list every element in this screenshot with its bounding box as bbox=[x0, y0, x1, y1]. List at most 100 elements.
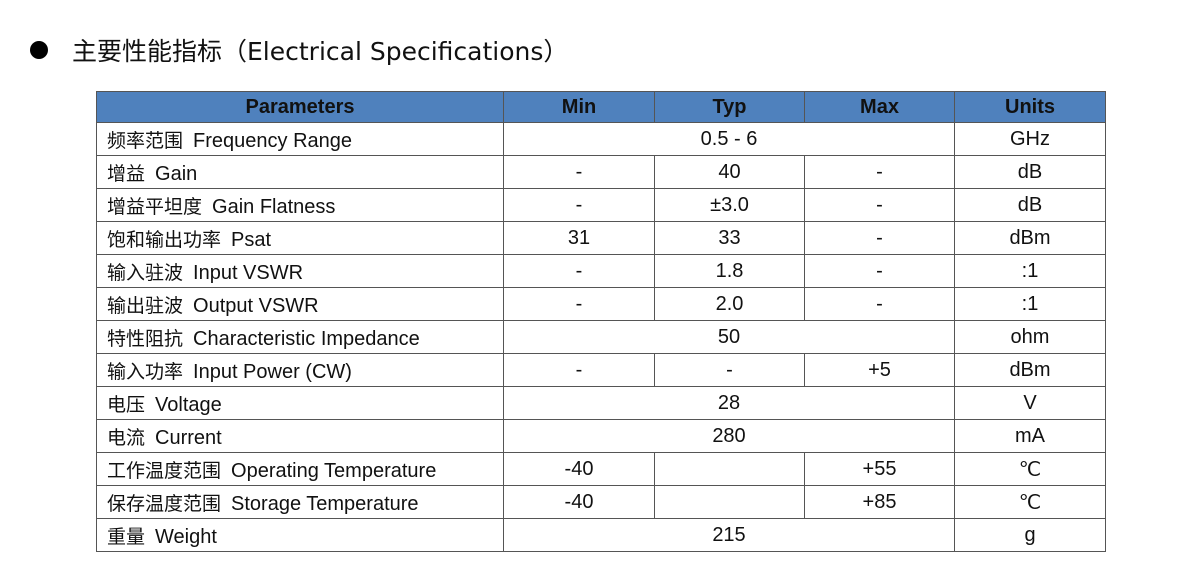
value-cell bbox=[654, 452, 805, 486]
value-cell: -40 bbox=[503, 452, 655, 486]
parameter-en: Characteristic Impedance bbox=[193, 327, 420, 350]
value-cell: 50 bbox=[503, 320, 955, 354]
value-cell: +55 bbox=[804, 452, 955, 486]
value-cell: -40 bbox=[503, 485, 655, 519]
parameter-en: Input VSWR bbox=[193, 261, 304, 284]
parameter-cn: 电流 bbox=[107, 426, 146, 449]
table-row: 电流 Current 280 mA bbox=[96, 419, 1106, 453]
parameter-cn: 保存温度范围 bbox=[107, 492, 222, 515]
value-cell: - bbox=[654, 353, 805, 387]
parameter-en: Frequency Range bbox=[193, 129, 352, 152]
column-header: Units bbox=[954, 91, 1106, 123]
parameter-cn: 增益平坦度 bbox=[107, 195, 203, 218]
value-cell: - bbox=[804, 254, 955, 288]
parameter-cn: 增益 bbox=[107, 162, 146, 185]
table-row: 增益 Gain -40- dB bbox=[96, 155, 1106, 189]
parameter-en: Storage Temperature bbox=[231, 492, 419, 515]
value-cell: - bbox=[804, 188, 955, 222]
table-row: 电压 Voltage 28 V bbox=[96, 386, 1106, 420]
parameter-cn: 特性阻抗 bbox=[107, 327, 184, 350]
units-cell: dBm bbox=[954, 353, 1106, 387]
parameter-cell: 工作温度范围 Operating Temperature bbox=[96, 452, 504, 486]
units-cell: dB bbox=[954, 155, 1106, 189]
units-cell: GHz bbox=[954, 122, 1106, 156]
table-row: 输入功率 Input Power (CW) - - +5 dBm bbox=[96, 353, 1106, 387]
header-row: Parameters Min Typ Max Units bbox=[96, 91, 1106, 123]
parameter-cn: 重量 bbox=[107, 525, 146, 548]
parameter-cell: 增益 Gain bbox=[96, 155, 504, 189]
parameter-cell: 输入功率 Input Power (CW) bbox=[96, 353, 504, 387]
parameter-cell: 特性阻抗 Characteristic Impedance bbox=[96, 320, 504, 354]
value-cell: - bbox=[503, 188, 655, 222]
spec-table: Parameters Min Typ Max Units 频率范围 Frequency R… bbox=[96, 91, 1106, 552]
value-cell: +85 bbox=[804, 485, 955, 519]
value-cell: - bbox=[503, 254, 655, 288]
table-body: 频率范围 Frequency Range 0.5 - 6 GHz 增益 Gain -40- d… bbox=[96, 122, 1106, 552]
parameter-en: Output VSWR bbox=[193, 294, 319, 317]
parameter-en: Operating Temperature bbox=[231, 459, 437, 482]
table-row: 特性阻抗 Characteristic Impedance 50 ohm bbox=[96, 320, 1106, 354]
units-cell: ℃ bbox=[954, 485, 1106, 519]
table-row: 工作温度范围 Operating Temperature -40 +55 ℃ bbox=[96, 452, 1106, 486]
parameter-cn: 输入驻波 bbox=[107, 261, 184, 284]
column-header: Max bbox=[804, 91, 955, 123]
parameter-cell: 输出驻波 Output VSWR bbox=[96, 287, 504, 321]
value-cell: 280 bbox=[503, 419, 955, 453]
value-cell: 28 bbox=[503, 386, 955, 420]
table-row: 频率范围 Frequency Range 0.5 - 6 GHz bbox=[96, 122, 1106, 156]
units-cell: :1 bbox=[954, 287, 1106, 321]
parameter-cn: 饱和输出功率 bbox=[107, 228, 222, 251]
parameter-en: Current bbox=[155, 426, 222, 449]
parameter-cell: 电压 Voltage bbox=[96, 386, 504, 420]
value-cell: ±3.0 bbox=[654, 188, 805, 222]
parameter-cell: 重量 Weight bbox=[96, 518, 504, 552]
value-cell: 215 bbox=[503, 518, 955, 552]
value-cell bbox=[654, 485, 805, 519]
parameter-cell: 饱和输出功率 Psat bbox=[96, 221, 504, 255]
units-cell: V bbox=[954, 386, 1106, 420]
column-header: Typ bbox=[654, 91, 805, 123]
parameter-cn: 输入功率 bbox=[107, 360, 184, 383]
value-cell: - bbox=[804, 221, 955, 255]
value-cell: - bbox=[804, 287, 955, 321]
value-cell: 33 bbox=[654, 221, 805, 255]
heading: 主要性能指标（Electrical Specifications） bbox=[30, 30, 568, 70]
parameter-en: Weight bbox=[155, 525, 217, 548]
value-cell: 1.8 bbox=[654, 254, 805, 288]
units-cell: :1 bbox=[954, 254, 1106, 288]
value-cell: - bbox=[804, 155, 955, 189]
units-cell: ohm bbox=[954, 320, 1106, 354]
table-row: 重量 Weight 215 g bbox=[96, 518, 1106, 552]
column-header: Parameters bbox=[96, 91, 504, 123]
parameter-cn: 频率范围 bbox=[107, 129, 184, 152]
table-row: 输入驻波 Input VSWR -1.8-:1 bbox=[96, 254, 1106, 288]
parameter-en: Input Power (CW) bbox=[193, 360, 352, 383]
parameter-cell: 频率范围 Frequency Range bbox=[96, 122, 504, 156]
parameter-cell: 电流 Current bbox=[96, 419, 504, 453]
column-header: Min bbox=[503, 91, 655, 123]
units-cell: dB bbox=[954, 188, 1106, 222]
units-cell: mA bbox=[954, 419, 1106, 453]
parameter-en: Voltage bbox=[155, 393, 222, 416]
value-cell: - bbox=[503, 287, 655, 321]
parameter-cell: 保存温度范围 Storage Temperature bbox=[96, 485, 504, 519]
value-cell: +5 bbox=[804, 353, 955, 387]
units-cell: ℃ bbox=[954, 452, 1106, 486]
parameter-en: Psat bbox=[231, 228, 272, 251]
parameter-cell: 增益平坦度 Gain Flatness bbox=[96, 188, 504, 222]
value-cell: 0.5 - 6 bbox=[503, 122, 955, 156]
table-row: 保存温度范围 Storage Temperature -40 +85 ℃ bbox=[96, 485, 1106, 519]
parameter-cell: 输入驻波 Input VSWR bbox=[96, 254, 504, 288]
value-cell: - bbox=[503, 155, 655, 189]
parameter-cn: 输出驻波 bbox=[107, 294, 184, 317]
table-head: Parameters Min Typ Max Units bbox=[96, 91, 1106, 123]
parameter-cn: 电压 bbox=[107, 393, 146, 416]
value-cell: - bbox=[503, 353, 655, 387]
table-row: 饱和输出功率 Psat 31 33- dBm bbox=[96, 221, 1106, 255]
bullet bbox=[30, 41, 48, 59]
value-cell: 2.0 bbox=[654, 287, 805, 321]
value-cell: 31 bbox=[503, 221, 655, 255]
heading-text: 主要性能指标（Electrical Specifications） bbox=[72, 37, 569, 66]
